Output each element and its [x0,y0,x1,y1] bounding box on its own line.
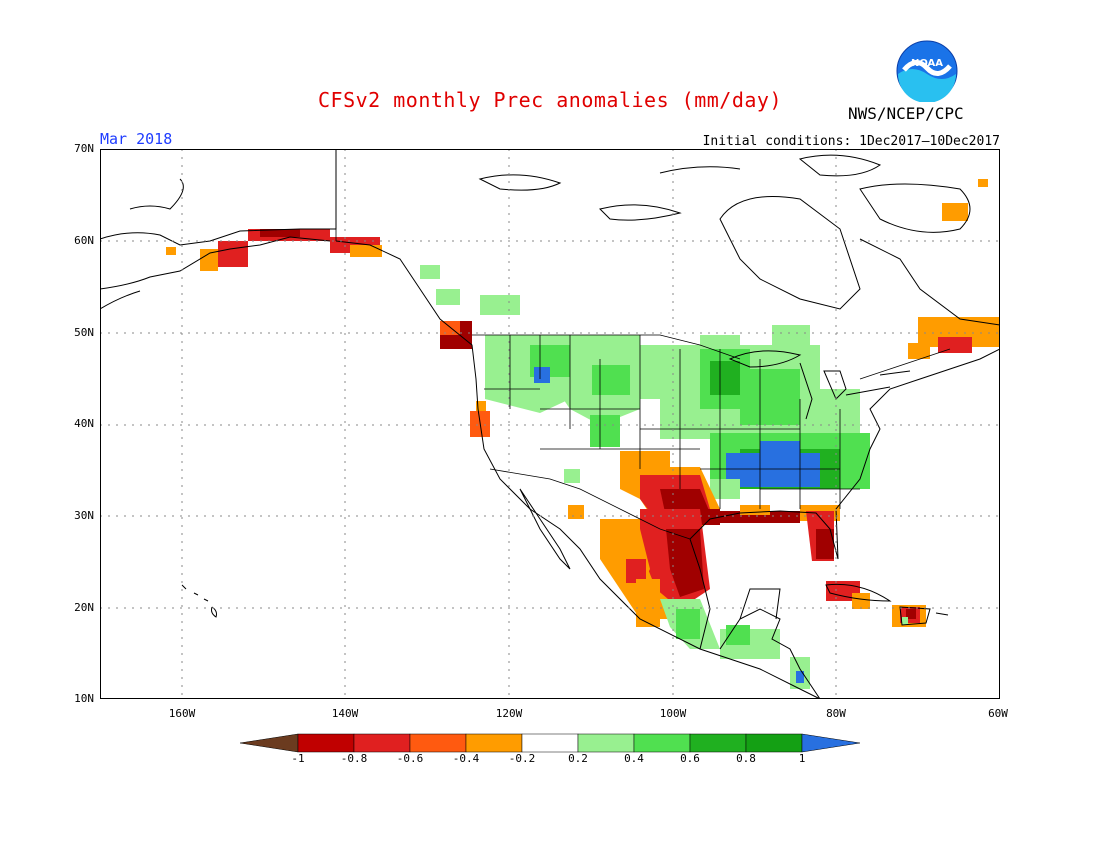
coastlines [100,149,1000,699]
colorbar-bin [577,733,635,753]
precip-anomaly-map [100,149,1000,699]
initial-conditions: Initial conditions: 1Dec2017–10Dec2017 [702,134,1000,149]
lat-tick: 20N [74,601,94,614]
colorbar-label: 1 [798,752,806,765]
colorbar-bin [353,733,411,753]
colorbar-label: -0.8 [340,752,368,765]
colorbar-label: 0.2 [568,752,588,765]
agency-label: NWS/NCEP/CPC [848,104,964,123]
map-title: CFSv2 monthly Prec anomalies (mm/day) [317,88,783,112]
lon-tick: 120W [495,707,523,720]
lat-lon-grid [100,149,1000,699]
colorbar-bin [465,733,523,753]
lat-tick: 40N [74,417,94,430]
lat-tick: 50N [74,326,94,339]
colorbar-label: 0.6 [680,752,700,765]
noaa-logo-text: NOAA [911,58,943,69]
colorbar-label: -0.6 [396,752,424,765]
colorbar-bin [745,733,803,753]
colorbar-bin [521,733,579,753]
lon-tick: 160W [168,707,196,720]
colorbar-label: 0.8 [736,752,756,765]
colorbar-label: 0.4 [624,752,644,765]
lon-tick: 60W [988,707,1008,720]
noaa-logo-icon: NOAA [896,40,958,102]
lat-tick: 10N [74,692,94,705]
colorbar-bin [689,733,747,753]
lat-tick: 30N [74,509,94,522]
lat-tick: 70N [74,142,94,155]
colorbar-label: -1 [291,752,305,765]
colorbar [240,733,861,753]
colorbar-bin [409,733,467,753]
forecast-month: Mar 2018 [100,130,173,148]
political-borders [335,149,951,540]
colorbar-low-arrow [240,733,299,753]
lon-tick: 80W [826,707,846,720]
colorbar-label: -0.4 [452,752,480,765]
lon-tick: 140W [331,707,359,720]
colorbar-bin [297,733,355,753]
colorbar-label: -0.2 [508,752,536,765]
lon-tick: 100W [659,707,687,720]
colorbar-bin [633,733,691,753]
lat-tick: 60N [74,234,94,247]
colorbar-high-arrow [801,733,861,753]
